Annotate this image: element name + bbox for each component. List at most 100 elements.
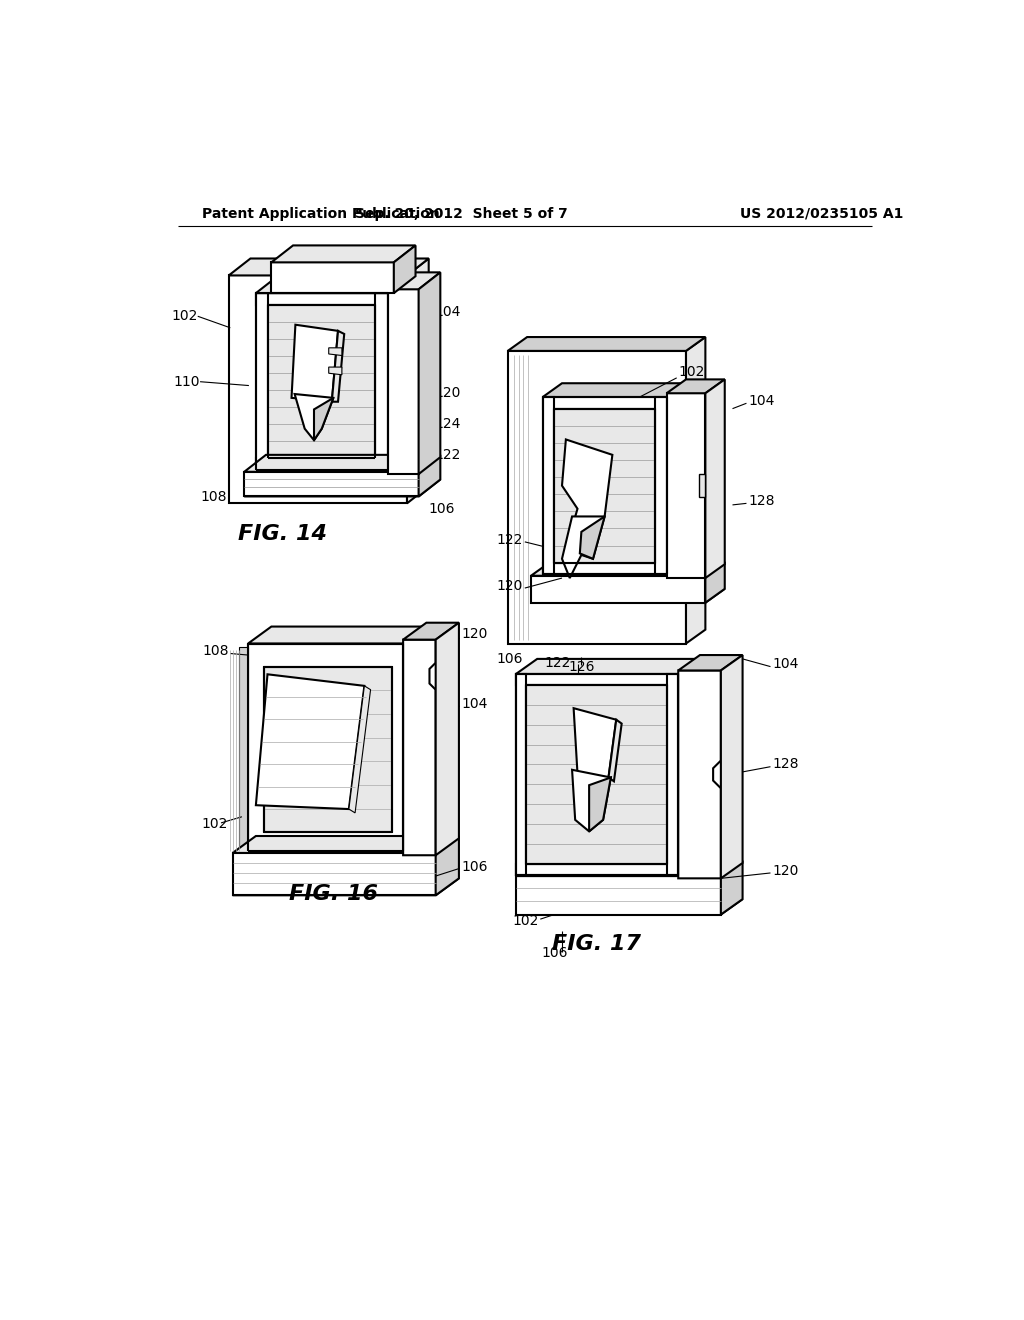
Polygon shape: [515, 861, 742, 876]
Polygon shape: [531, 562, 725, 576]
Polygon shape: [543, 397, 554, 574]
Polygon shape: [245, 479, 440, 496]
Polygon shape: [232, 853, 435, 895]
Text: FIG. 17: FIG. 17: [552, 933, 641, 954]
Text: 104: 104: [748, 393, 774, 408]
Polygon shape: [375, 293, 388, 470]
Polygon shape: [256, 293, 388, 305]
Polygon shape: [419, 272, 440, 474]
Polygon shape: [248, 627, 426, 644]
Polygon shape: [268, 305, 375, 458]
Polygon shape: [667, 393, 706, 578]
Text: 110: 110: [174, 375, 200, 388]
Polygon shape: [678, 655, 742, 671]
Polygon shape: [531, 589, 725, 603]
Polygon shape: [515, 899, 742, 915]
Text: 102: 102: [171, 309, 198, 323]
Polygon shape: [263, 667, 391, 832]
Text: 122: 122: [497, 532, 523, 546]
Polygon shape: [271, 246, 416, 263]
Text: 120: 120: [497, 578, 523, 593]
Polygon shape: [228, 259, 429, 276]
Polygon shape: [543, 397, 667, 409]
Text: 106: 106: [461, 859, 487, 874]
Text: 122: 122: [545, 656, 571, 669]
Text: Patent Application Publication: Patent Application Publication: [202, 207, 439, 220]
Text: 126: 126: [568, 660, 595, 673]
Text: FIG. 14: FIG. 14: [239, 524, 328, 544]
Polygon shape: [248, 644, 403, 851]
Polygon shape: [403, 627, 426, 851]
Text: Sep. 20, 2012  Sheet 5 of 7: Sep. 20, 2012 Sheet 5 of 7: [355, 207, 567, 220]
Polygon shape: [435, 623, 459, 855]
Polygon shape: [232, 836, 459, 853]
Polygon shape: [554, 409, 655, 562]
Polygon shape: [349, 686, 371, 813]
Polygon shape: [332, 331, 344, 401]
Polygon shape: [531, 576, 706, 603]
Polygon shape: [721, 655, 742, 878]
Text: 120: 120: [772, 863, 799, 878]
Text: 120: 120: [434, 387, 461, 400]
Polygon shape: [295, 395, 334, 441]
Polygon shape: [526, 685, 668, 863]
Polygon shape: [239, 647, 248, 851]
Polygon shape: [228, 276, 407, 503]
Polygon shape: [256, 458, 388, 470]
Polygon shape: [686, 337, 706, 644]
Polygon shape: [562, 440, 612, 540]
Polygon shape: [256, 675, 365, 809]
Polygon shape: [292, 325, 338, 401]
Polygon shape: [232, 878, 459, 895]
Polygon shape: [706, 379, 725, 578]
Polygon shape: [699, 474, 706, 498]
Polygon shape: [245, 471, 419, 496]
Polygon shape: [329, 348, 342, 355]
Text: 108: 108: [201, 490, 227, 504]
Polygon shape: [515, 675, 526, 875]
Polygon shape: [508, 337, 706, 351]
Polygon shape: [407, 259, 429, 503]
Polygon shape: [515, 863, 678, 875]
Polygon shape: [562, 516, 604, 578]
Text: 104: 104: [772, 657, 799, 672]
Text: 104: 104: [434, 305, 461, 319]
Polygon shape: [329, 367, 342, 375]
Polygon shape: [667, 379, 725, 393]
Polygon shape: [403, 640, 435, 855]
Text: 102: 102: [202, 817, 228, 832]
Polygon shape: [678, 659, 700, 875]
Text: 124: 124: [434, 417, 461, 432]
Text: 106: 106: [496, 652, 522, 665]
Polygon shape: [543, 562, 667, 574]
Text: 128: 128: [748, 494, 774, 508]
Text: 104: 104: [461, 697, 487, 710]
Text: US 2012/0235105 A1: US 2012/0235105 A1: [740, 207, 903, 220]
Text: 112: 112: [339, 263, 366, 277]
Polygon shape: [543, 383, 686, 397]
Polygon shape: [388, 289, 419, 474]
Polygon shape: [388, 272, 440, 289]
Text: FIG. 15: FIG. 15: [584, 684, 673, 704]
Polygon shape: [655, 397, 667, 574]
Polygon shape: [573, 708, 616, 777]
Polygon shape: [256, 293, 268, 470]
Text: 102: 102: [678, 366, 705, 379]
Polygon shape: [572, 770, 611, 832]
Text: 120: 120: [461, 627, 487, 642]
Polygon shape: [515, 876, 721, 915]
Polygon shape: [580, 516, 604, 558]
Polygon shape: [394, 246, 416, 293]
Polygon shape: [667, 383, 686, 574]
Polygon shape: [419, 455, 440, 496]
Polygon shape: [435, 836, 459, 895]
Polygon shape: [668, 675, 678, 875]
Polygon shape: [721, 861, 742, 915]
Text: 106: 106: [541, 946, 567, 960]
Text: 106: 106: [429, 502, 456, 516]
Polygon shape: [515, 675, 678, 685]
Polygon shape: [589, 777, 611, 832]
Polygon shape: [515, 659, 700, 675]
Polygon shape: [515, 675, 678, 875]
Polygon shape: [245, 455, 440, 471]
